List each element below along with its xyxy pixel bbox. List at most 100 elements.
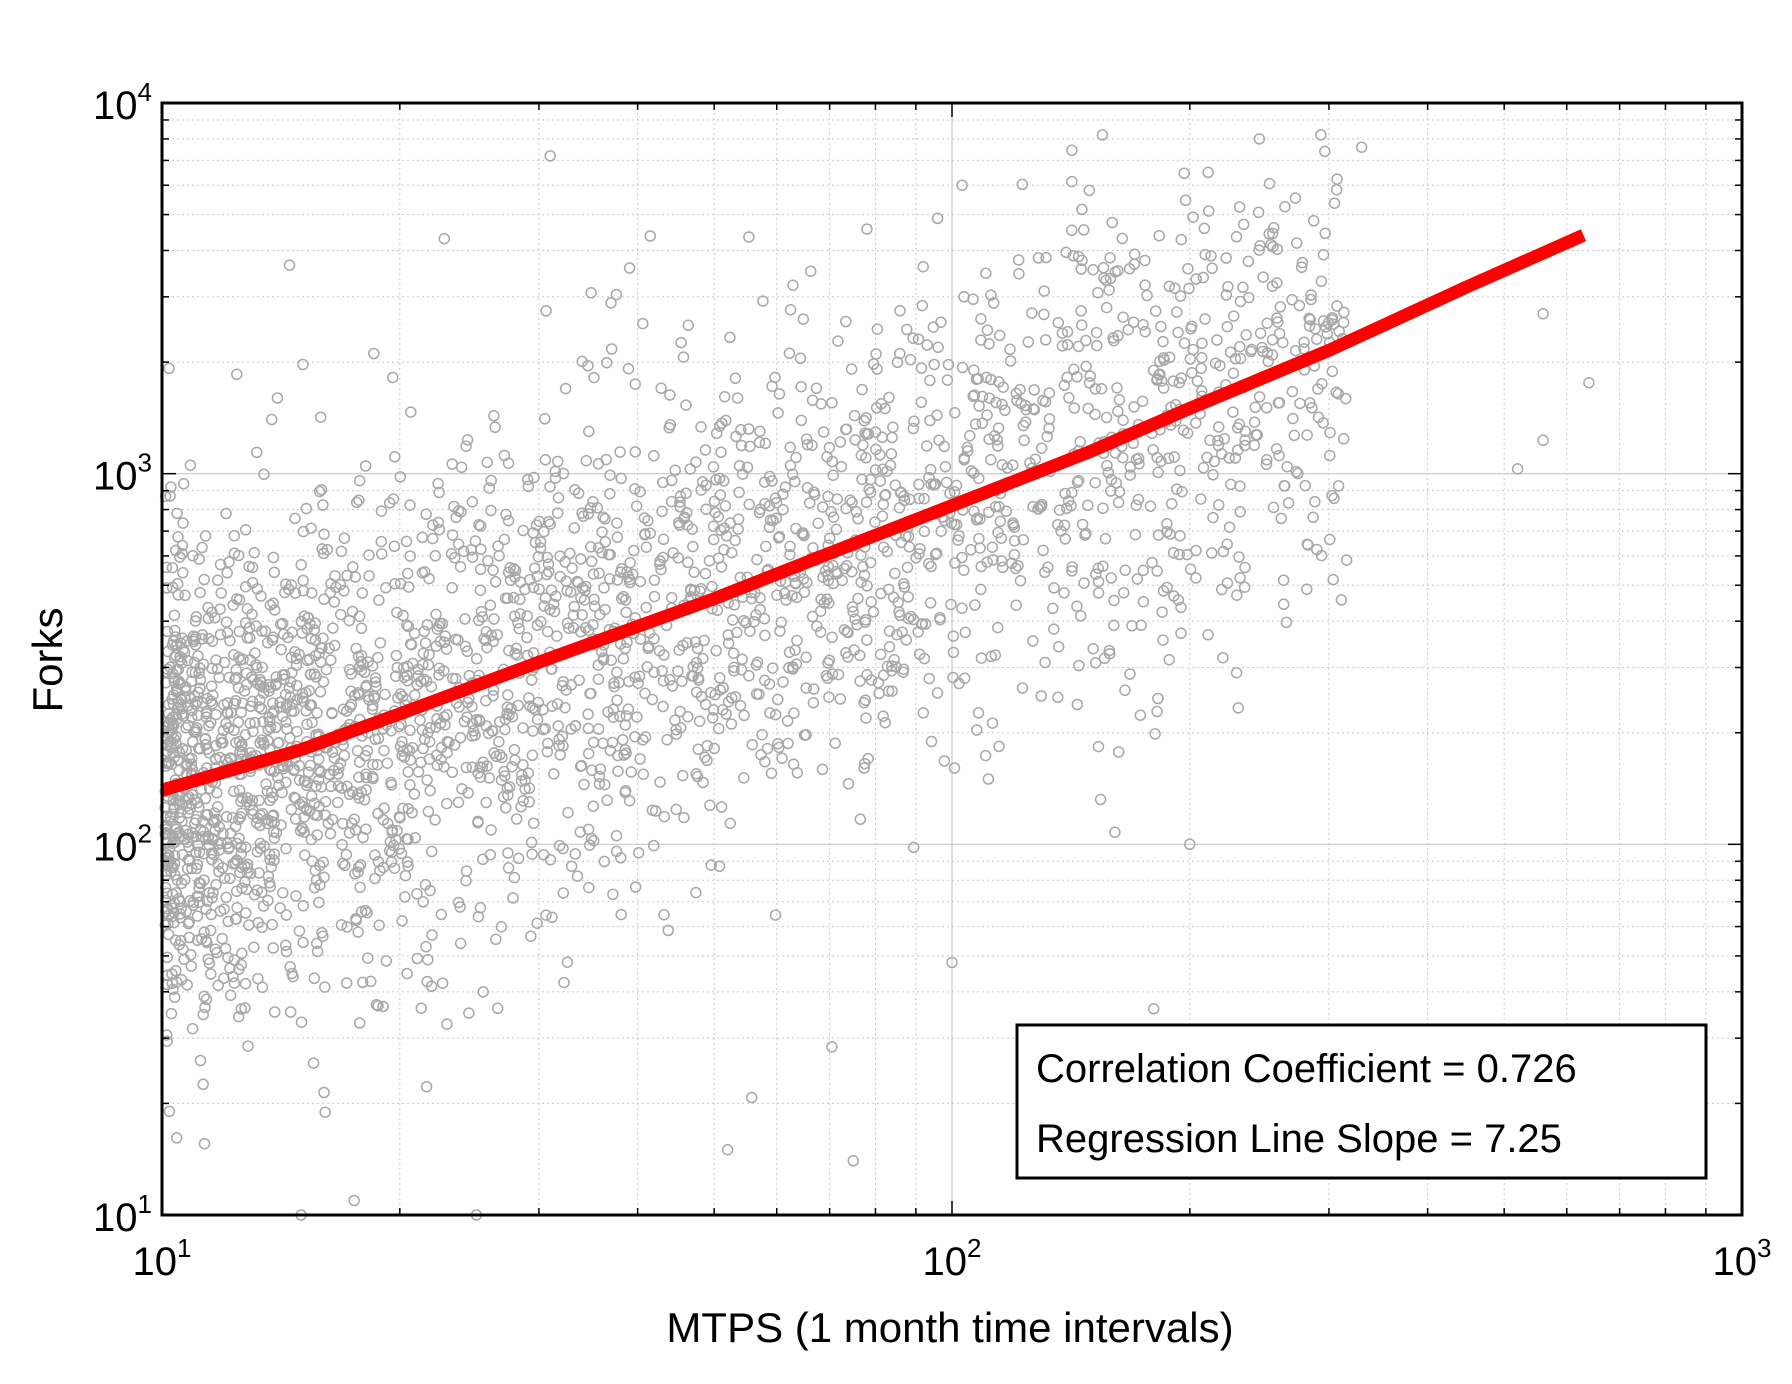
scatter-point (309, 617, 322, 630)
scatter-point (779, 481, 792, 493)
scatter-point (865, 596, 877, 608)
scatter-point (956, 361, 969, 374)
scatter-point (860, 496, 873, 509)
scatter-point (642, 640, 655, 653)
scatter-point (569, 483, 581, 496)
scatter-point (318, 528, 330, 540)
scatter-point (265, 815, 278, 828)
scatter-point (592, 542, 605, 554)
scatter-point (168, 803, 180, 815)
scatter-point (608, 680, 620, 693)
scatter-point (185, 758, 198, 770)
scatter-point (297, 358, 309, 371)
scatter-point (861, 634, 873, 646)
scatter-point (1227, 310, 1240, 322)
scatter-point (375, 535, 388, 548)
scatter-point (900, 634, 913, 646)
scatter-point (992, 422, 1005, 434)
scatter-point (313, 753, 325, 765)
scatter-point (290, 890, 302, 902)
scatter-point (544, 854, 557, 866)
scatter-point (995, 555, 1008, 567)
scatter-point (161, 951, 174, 964)
scatter-point (548, 605, 561, 618)
scatter-point (509, 647, 521, 660)
scatter-point (531, 570, 543, 582)
scatter-point (417, 658, 429, 671)
scatter-point (173, 826, 185, 838)
scatter-point (409, 832, 421, 844)
scatter-point (307, 1057, 320, 1069)
scatter-point (1327, 573, 1339, 586)
scatter-point (265, 764, 277, 777)
scatter-point (171, 577, 184, 590)
scatter-point (336, 817, 349, 830)
scatter-point (1066, 175, 1078, 188)
scatter-point (721, 1143, 734, 1156)
scatter-point (1286, 385, 1299, 398)
scatter-point (575, 591, 587, 604)
scatter-point (477, 756, 489, 769)
scatter-point (605, 343, 618, 355)
scatter-point (499, 770, 511, 782)
scatter-point (193, 846, 206, 859)
scatter-point (285, 651, 298, 663)
scatter-point (919, 618, 932, 630)
scatter-point (296, 691, 309, 704)
scatter-point (271, 392, 284, 404)
scatter-point (874, 449, 886, 461)
scatter-point (380, 955, 393, 967)
scatter-point (214, 603, 226, 615)
scatter-point (177, 567, 189, 579)
scatter-point (363, 570, 375, 582)
scatter-point (844, 494, 856, 506)
scatter-point (1266, 334, 1279, 346)
scatter-point (1199, 248, 1211, 261)
scatter-point (1253, 133, 1266, 145)
scatter-point (658, 810, 671, 823)
scatter-point (907, 422, 920, 435)
scatter-point (182, 807, 194, 819)
scatter-point (235, 841, 247, 854)
scatter-point (528, 471, 540, 484)
scatter-point (638, 512, 651, 524)
scatter-point (255, 590, 267, 602)
scatter-point (709, 689, 721, 701)
scatter-point (743, 670, 755, 682)
scatter-point (1092, 740, 1105, 753)
scatter-point (375, 505, 388, 517)
scatter-point (634, 485, 646, 498)
scatter-point (400, 535, 413, 548)
scatter-point (193, 667, 205, 679)
scatter-point (870, 348, 882, 360)
scatter-point (348, 813, 361, 825)
scatter-point (193, 801, 205, 813)
scatter-point (285, 705, 298, 717)
scatter-point (840, 315, 852, 328)
scatter-point (517, 794, 529, 807)
scatter-point (423, 753, 436, 765)
scatter-point (713, 860, 726, 873)
scatter-point (1052, 640, 1065, 653)
scatter-point (948, 518, 961, 531)
scatter-point (800, 433, 813, 445)
scatter-point (1183, 282, 1195, 295)
scatter-point (849, 434, 861, 446)
scatter-point (1182, 262, 1194, 275)
scatter-point (268, 566, 281, 579)
annotation-box: Correlation Coefficient = 0.726 Regressi… (1015, 1023, 1708, 1180)
scatter-point (440, 797, 453, 810)
scatter-point (1035, 690, 1047, 702)
scatter-point (1113, 486, 1126, 498)
scatter-point (1017, 419, 1030, 432)
scatter-point (300, 705, 312, 717)
scatter-point (477, 986, 489, 998)
scatter-point (360, 681, 372, 693)
scatter-point (1234, 506, 1247, 518)
scatter-point (388, 540, 401, 553)
scatter-point (162, 928, 175, 941)
scatter-point (587, 736, 600, 749)
scatter-point (657, 675, 670, 687)
scatter-point (247, 808, 259, 820)
scatter-point (1099, 533, 1112, 545)
